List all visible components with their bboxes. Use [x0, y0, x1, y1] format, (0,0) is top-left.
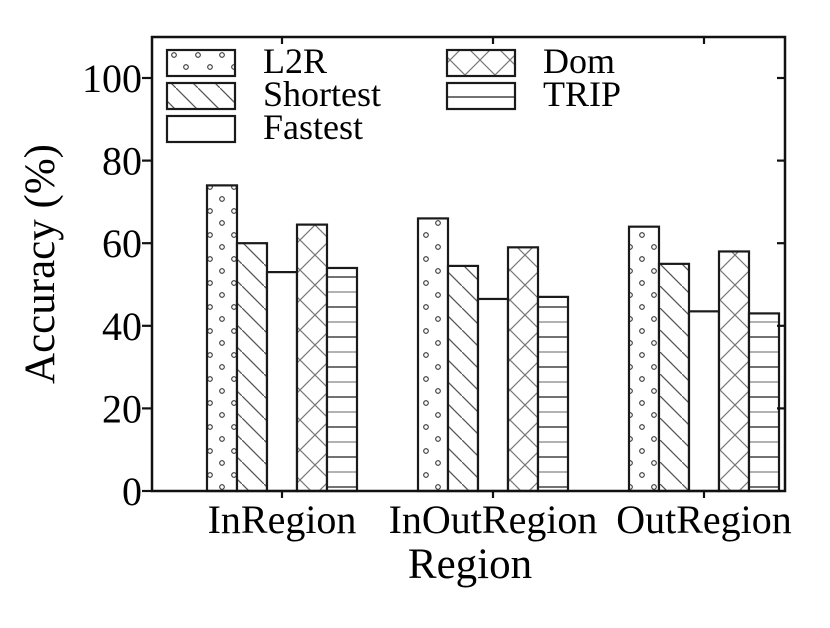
bar-TRIP-InRegion [325, 266, 359, 493]
x-tick-label-InOutRegion: InOutRegion [389, 497, 598, 542]
legend-item-L2R: L2R [165, 41, 327, 81]
bar-L2R-OutRegion [627, 225, 661, 493]
legend-swatch-L2R [165, 48, 237, 78]
legend-swatch-TRIP [445, 81, 517, 111]
bar-Fastest-InRegion [265, 271, 299, 493]
bar-TRIP-OutRegion [747, 312, 781, 493]
bars-layer [205, 184, 781, 493]
bar-Fastest-OutRegion [687, 310, 721, 493]
y-tick-label-100: 100 [82, 56, 142, 101]
x-tick-label-OutRegion: OutRegion [616, 497, 792, 542]
bar-Shortest-InOutRegion [446, 264, 480, 493]
bar-Dom-OutRegion [717, 250, 751, 493]
y-tick-label-20: 20 [102, 386, 142, 431]
bar-Dom-InOutRegion [506, 246, 540, 493]
legend-swatch-Fastest [165, 114, 237, 144]
y-tick-label-60: 60 [102, 221, 142, 266]
x-tick-label-InRegion: InRegion [208, 497, 357, 542]
legend-item-Fastest: Fastest [165, 107, 363, 147]
plot-area-border [150, 35, 787, 493]
y-tick-label-0: 0 [122, 469, 142, 514]
bar-TRIP-InOutRegion [536, 295, 570, 493]
y-tick-label-80: 80 [102, 139, 142, 184]
legend-swatch-Dom [445, 48, 517, 78]
legend-label-Shortest: Shortest [263, 74, 381, 114]
legend-item-Shortest: Shortest [165, 74, 381, 114]
legend-item-Dom: Dom [445, 41, 615, 81]
bar-Shortest-InRegion [235, 242, 269, 493]
legend-label-Fastest: Fastest [263, 107, 363, 147]
x-axis-label: Region [408, 541, 532, 588]
legend-swatch-Shortest [165, 81, 237, 111]
bar-Dom-InRegion [295, 223, 329, 493]
legend-item-TRIP: TRIP [445, 74, 621, 114]
bar-L2R-InOutRegion [416, 217, 450, 493]
y-axis-label: Accuracy (%) [17, 144, 64, 384]
bar-Fastest-InOutRegion [476, 297, 510, 493]
bar-Shortest-OutRegion [657, 262, 691, 493]
legend-label-Dom: Dom [543, 41, 615, 81]
labels-layer: 0 20 40 60 80 100 InRegion InOutRegion OutRegion [82, 56, 792, 542]
legend-label-L2R: L2R [263, 41, 327, 81]
y-tick-label-40: 40 [102, 304, 142, 349]
bar-L2R-InRegion [205, 184, 239, 493]
legend-label-TRIP: TRIP [543, 74, 621, 114]
